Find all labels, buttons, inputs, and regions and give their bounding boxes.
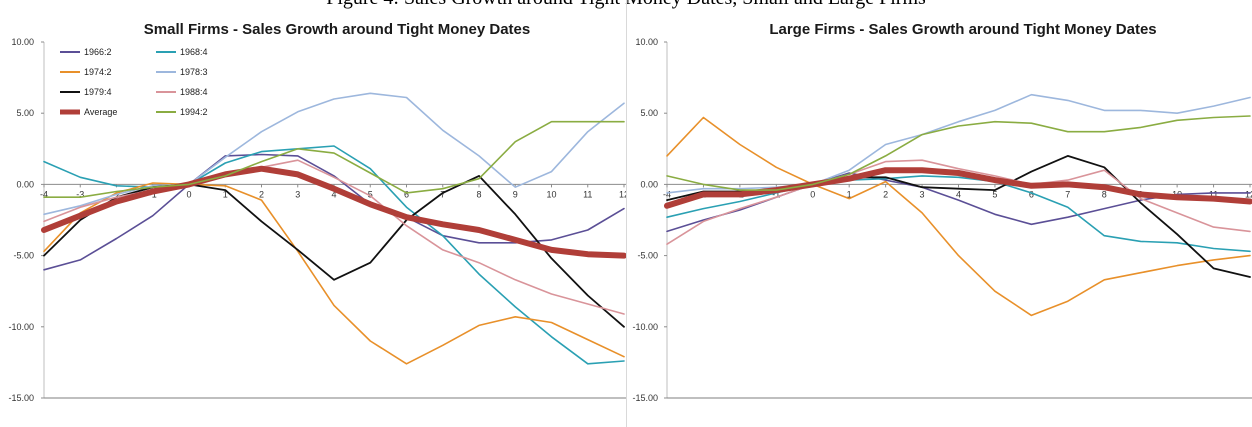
y-tick-label: 0.00: [640, 179, 658, 189]
x-tick-label: 1: [847, 189, 852, 199]
legend-label: 1974:2: [84, 67, 112, 77]
series-line-1978-3: [666, 93, 1251, 194]
series-line-1988-4: [666, 159, 1251, 245]
y-tick-label: 10.00: [635, 37, 658, 47]
y-tick-label: 5.00: [16, 108, 34, 118]
x-tick-label: 2: [259, 189, 264, 199]
x-tick-label: 4: [331, 189, 336, 199]
series-line-average: [664, 167, 1252, 209]
x-tick-label: -3: [76, 189, 84, 199]
x-tick-label: 1: [223, 189, 228, 199]
y-tick-label: -10.00: [632, 322, 658, 332]
y-tick-label: -15.00: [632, 393, 658, 403]
x-tick-label: -1: [772, 189, 780, 199]
legend-label: 1994:2: [180, 107, 208, 117]
x-tick-label: 0: [810, 189, 815, 199]
legend-label: 1968:4: [180, 47, 208, 57]
chart-title: Large Firms - Sales Growth around Tight …: [769, 21, 1156, 38]
series-line-1974-2: [666, 116, 1251, 317]
y-tick-label: -5.00: [637, 251, 658, 261]
x-tick-label: 11: [1209, 189, 1218, 199]
small-firms-chart: Small Firms - Sales Growth around Tight …: [8, 21, 626, 403]
x-tick-label: 8: [1102, 189, 1107, 199]
x-tick-label: -4: [663, 189, 671, 199]
x-tick-label: 7: [440, 189, 445, 199]
x-tick-label: 5: [992, 189, 997, 199]
chart-title: Small Firms - Sales Growth around Tight …: [144, 21, 530, 38]
large-firms-chart: Large Firms - Sales Growth around Tight …: [632, 21, 1252, 403]
x-tick-label: 3: [295, 189, 300, 199]
series-line-1994-2: [666, 115, 1251, 191]
series-line-1968-4: [666, 175, 1251, 253]
legend-label: 1966:2: [84, 47, 112, 57]
y-tick-label: -5.00: [13, 251, 34, 261]
x-tick-label: 10: [546, 189, 556, 199]
series-line-1974-2: [43, 182, 625, 365]
series-line-1994-2: [43, 120, 625, 198]
x-tick-label: 8: [476, 189, 481, 199]
series-line-1979-4: [43, 174, 625, 328]
x-tick-label: 9: [513, 189, 518, 199]
legend-label: 1978:3: [180, 67, 208, 77]
series-line-1988-4: [43, 159, 625, 315]
x-tick-label: 12: [1245, 189, 1252, 199]
x-tick-label: 6: [1029, 189, 1034, 199]
legend-label: Average: [84, 107, 117, 117]
x-tick-label: 2: [883, 189, 888, 199]
x-tick-label: -4: [40, 189, 48, 199]
y-tick-label: -15.00: [8, 393, 34, 403]
x-tick-label: 11: [583, 189, 592, 199]
y-tick-label: 10.00: [11, 37, 34, 47]
legend-label: 1988:4: [180, 87, 208, 97]
x-tick-label: 4: [956, 189, 961, 199]
series-line-1966-2: [43, 153, 625, 271]
x-tick-label: 0: [186, 189, 191, 199]
y-tick-label: -10.00: [8, 322, 34, 332]
x-tick-label: 12: [619, 189, 626, 199]
x-tick-label: 6: [404, 189, 409, 199]
x-tick-label: 7: [1065, 189, 1070, 199]
x-tick-label: 5: [368, 189, 373, 199]
x-tick-label: 3: [920, 189, 925, 199]
y-tick-label: 5.00: [640, 108, 658, 118]
panel-divider: [626, 0, 627, 427]
legend-label: 1979:4: [84, 87, 112, 97]
y-tick-label: 0.00: [16, 179, 34, 189]
series-line-average: [41, 165, 626, 259]
legend: 1966:2 1968:4 1974:2 1978:3 1979:4 1988:4 Aver…: [60, 47, 208, 117]
